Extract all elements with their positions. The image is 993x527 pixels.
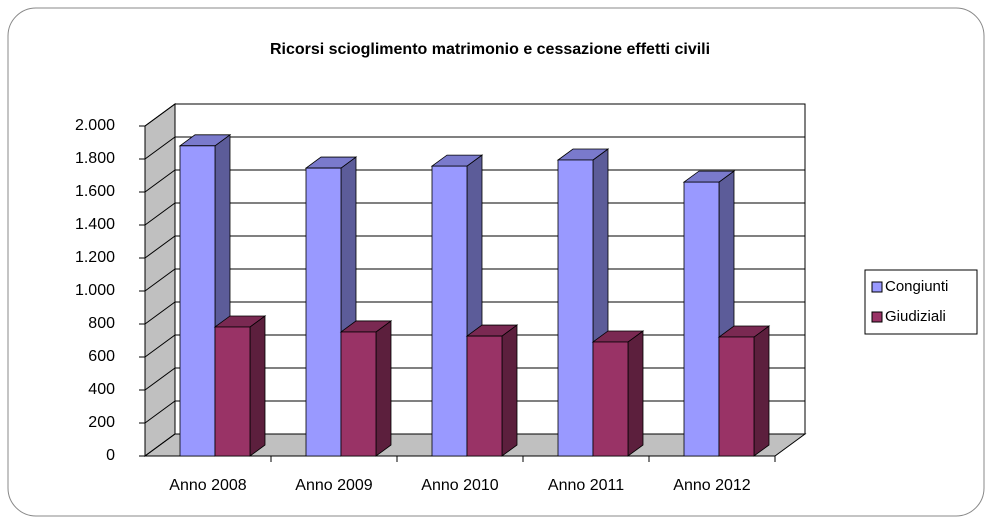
bar-front [718,336,755,457]
grid-line [144,103,805,127]
bar [339,320,393,457]
y-tick-label: 1.400 [75,216,115,233]
grid-line [144,136,805,160]
bar-front [592,341,629,457]
y-tick-label: 1.200 [75,249,115,266]
legend-label: Congiunti [885,278,948,295]
bar [591,330,645,457]
legend-box [864,269,978,335]
y-tick-label: 1.000 [75,282,115,299]
x-tick-label: Anno 2012 [673,477,751,494]
bar-front [466,335,503,457]
x-tick-label: Anno 2011 [548,477,624,494]
bar-side [375,320,392,457]
y-tick-label: 800 [88,315,115,332]
bar-front [305,167,342,457]
y-tick-label: 1.600 [75,183,115,200]
bar-side [249,315,266,457]
bar [465,324,519,457]
y-tick-label: 1.800 [75,150,115,167]
y-tick-label: 400 [88,381,115,398]
legend-swatch [871,281,883,293]
bar-side [753,325,770,457]
chart-title: Ricorsi scioglimento matrimonio e cessaz… [270,41,710,58]
bar-front [214,326,251,457]
bar [717,325,771,457]
y-tick-label: 600 [88,348,115,365]
bar-front [340,331,377,457]
bar-front [179,145,216,457]
bar-front [431,165,468,457]
bar [213,315,267,457]
bar-side [627,330,644,457]
y-tick-label: 0 [106,447,115,464]
bar-side [501,324,518,457]
legend-swatch [871,311,883,323]
y-tick-label: 2.000 [75,117,115,134]
x-tick-label: Anno 2008 [169,477,247,494]
bar-front [683,181,720,457]
bar-front [557,159,594,457]
x-tick-label: Anno 2010 [421,477,499,494]
x-tick-label: Anno 2009 [295,477,373,494]
legend-label: Giudiziali [885,308,946,325]
y-tick-label: 200 [88,414,115,431]
